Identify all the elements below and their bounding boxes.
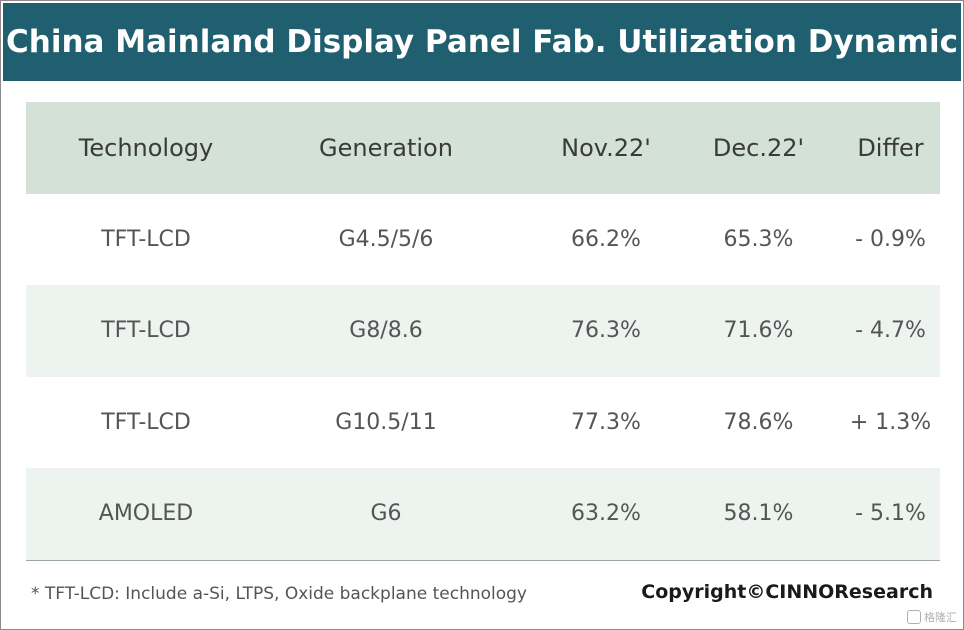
header-technology: Technology — [78, 133, 214, 162]
watermark-text: 格隆汇 — [924, 611, 957, 624]
cell-generation: G4.5/5/6 — [338, 226, 434, 252]
cell-generation: G8/8.6 — [349, 318, 423, 344]
title-bar: China Mainland Display Panel Fab. Utiliz… — [3, 3, 961, 81]
watermark: 格隆汇 — [907, 609, 957, 625]
cell-technology: TFT-LCD — [101, 226, 191, 252]
cell-differ: - 5.1% — [855, 501, 926, 527]
cell-technology: AMOLED — [98, 501, 194, 527]
header-nov: Nov.22' — [561, 133, 651, 162]
cell-dec: 65.3% — [723, 226, 794, 252]
page-title: China Mainland Display Panel Fab. Utiliz… — [6, 24, 958, 60]
cell-generation: G6 — [370, 501, 402, 527]
cell-nov: 63.2% — [571, 501, 641, 527]
cell-differ: + 1.3% — [849, 409, 932, 435]
header-dec: Dec.22' — [712, 133, 805, 162]
cell-differ: - 0.9% — [855, 226, 926, 252]
cell-generation: G10.5/11 — [335, 409, 437, 435]
cell-differ: - 4.7% — [855, 318, 926, 344]
table-row: TFT-LCD G8/8.6 76.3% 71.6% - 4.7% — [26, 285, 940, 377]
cell-dec: 58.1% — [723, 501, 794, 527]
cell-nov: 66.2% — [571, 226, 641, 252]
utilization-table: Technology Generation Nov.22' Dec.22' Di… — [26, 102, 940, 561]
footnote: * TFT-LCD: Include a-Si, LTPS, Oxide bac… — [31, 584, 527, 604]
header-differ: Differ — [857, 133, 924, 162]
cell-technology: TFT-LCD — [101, 318, 191, 344]
cell-dec: 78.6% — [723, 409, 794, 435]
cell-nov: 76.3% — [571, 318, 641, 344]
table-row: TFT-LCD G4.5/5/6 66.2% 65.3% - 0.9% — [26, 193, 940, 285]
cell-nov: 77.3% — [571, 409, 641, 435]
header-generation: Generation — [319, 133, 453, 162]
table-header-row: Technology Generation Nov.22' Dec.22' Di… — [26, 102, 940, 194]
table-row: TFT-LCD G10.5/11 77.3% 78.6% + 1.3% — [26, 376, 940, 468]
cell-dec: 71.6% — [723, 318, 794, 344]
copyright-notice: Copyright©CINNOResearch — [641, 581, 933, 603]
cell-technology: TFT-LCD — [101, 409, 191, 435]
table-row: AMOLED G6 63.2% 58.1% - 5.1% — [26, 468, 940, 561]
watermark-logo-icon — [907, 610, 921, 624]
